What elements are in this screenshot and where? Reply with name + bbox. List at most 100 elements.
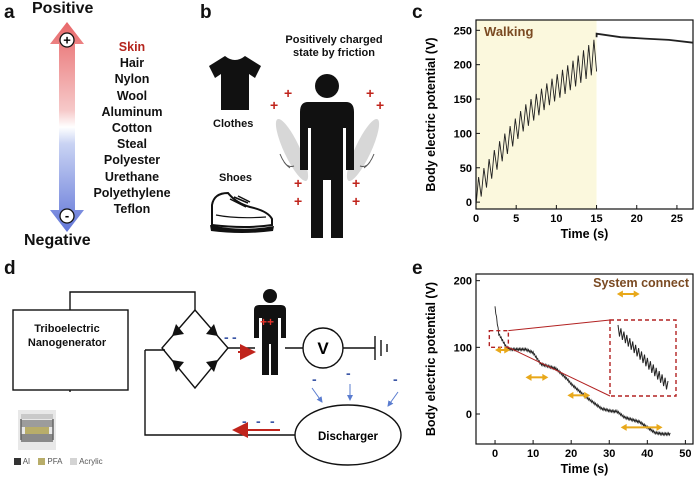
plus-charge: +	[270, 97, 278, 113]
plus-charge: +	[376, 97, 384, 113]
zoom-inset-series-line	[617, 324, 669, 390]
negative-label: Negative	[24, 232, 91, 249]
interval-arrowhead	[620, 423, 627, 431]
panel-label-e: e	[412, 258, 423, 279]
material-item: Nylon	[114, 72, 150, 87]
charged-person-figure: + + + + + + + +	[270, 74, 384, 238]
electron-symbol: -	[312, 371, 317, 387]
walking-series-line	[475, 39, 598, 206]
material-item: Cotton	[111, 121, 153, 136]
x-axis-label: Time (s)	[561, 227, 609, 241]
panel-label-d: d	[4, 258, 16, 279]
y-axis-label: Body electric potential (V)	[424, 37, 438, 191]
electron-symbol: -	[270, 413, 275, 429]
x-tick-label: 0	[492, 448, 498, 460]
x-tick-label: 50	[679, 448, 691, 460]
positive-label: Positive	[32, 0, 94, 17]
material-item: Polyethylene	[93, 185, 171, 200]
system-connect-chart: 0 10 20 30 40 50 0 100 200 Time (s) Body electric …	[424, 273, 694, 476]
material-item: Skin	[118, 40, 146, 54]
material-item: Aluminum	[101, 104, 163, 119]
plus-charge: +	[366, 85, 374, 101]
tshirt-icon	[209, 56, 261, 110]
zoom-connector-line	[508, 346, 611, 397]
panel-label-a: a	[4, 2, 15, 23]
discharger-label: Discharger	[318, 431, 379, 443]
electron-symbol: -	[346, 365, 351, 381]
material-item: Polyester	[103, 153, 161, 168]
system-connect-annotation: System connect	[593, 276, 690, 290]
shoes-label: Shoes	[219, 172, 253, 184]
plus-charge: +	[294, 175, 302, 191]
panel-label-c: c	[412, 2, 423, 23]
y-tick-label: 100	[454, 342, 472, 354]
y-tick-label: 50	[460, 163, 472, 175]
interval-arrowhead	[542, 373, 549, 381]
walking-annotation: Walking	[484, 24, 533, 39]
after-walking-series-line	[595, 32, 694, 44]
legend-item: Acrylic	[79, 457, 103, 466]
diode	[206, 360, 218, 372]
walking-highlight-region	[476, 20, 597, 209]
interval-arrowhead	[504, 346, 511, 354]
x-tick-label: 5	[513, 213, 519, 225]
plus-charge: +	[284, 85, 292, 101]
minus-symbol: -	[65, 208, 69, 223]
ground-symbol	[343, 336, 388, 360]
interval-arrowhead	[616, 290, 623, 298]
x-tick-label: 40	[641, 448, 653, 460]
interval-arrowhead	[495, 346, 502, 354]
triboelectric-series-list: Skin Hair Nylon Wool Aluminum Cotton Ste…	[85, 39, 179, 217]
y-tick-label: 100	[454, 128, 472, 140]
circuit-diagram: ++ - - - - - - - - V Discharger	[12, 289, 402, 466]
plus-charge: ++	[260, 315, 274, 329]
plus-charge: +	[294, 193, 302, 209]
interval-arrowhead	[633, 290, 640, 298]
material-item: Hair	[119, 56, 145, 71]
material-legend: Al PFA Acrylic	[14, 457, 103, 466]
material-item: Urethane	[104, 169, 160, 184]
x-tick-label: 25	[671, 213, 683, 225]
plus-charge: +	[352, 193, 360, 209]
tng-label: Triboelectric Nanogenerator	[27, 323, 107, 349]
y-axis-label: Body electric potential (V)	[424, 282, 438, 436]
acrylic-swatch	[70, 458, 78, 466]
plus-circle	[59, 32, 75, 48]
electron-symbol: -	[256, 413, 261, 429]
shoe-icon	[210, 191, 274, 233]
y-tick-label: 0	[466, 197, 472, 209]
electron-symbol: -	[224, 329, 229, 345]
zoom-source-box	[488, 329, 510, 349]
plot-frame	[475, 19, 694, 210]
clothes-label: Clothes	[213, 118, 254, 130]
material-item: Teflon	[113, 202, 151, 217]
person-figure: ++	[254, 289, 286, 375]
electron-symbol: -	[393, 371, 398, 387]
panel-label-b: b	[200, 2, 212, 23]
interval-arrowhead	[584, 391, 591, 399]
x-tick-label: 15	[590, 213, 602, 225]
plus-symbol: +	[63, 33, 71, 48]
charge-arrow	[311, 387, 323, 403]
y-tick-label: 250	[454, 25, 472, 37]
y-tick-label: 0	[466, 409, 472, 421]
x-tick-label: 20	[631, 213, 643, 225]
pfa-swatch	[38, 458, 46, 466]
x-tick-label: 0	[473, 213, 479, 225]
voltmeter-label: V	[317, 339, 329, 358]
diode	[172, 360, 184, 372]
x-axis-label: Time (s)	[561, 462, 609, 476]
wire	[69, 291, 196, 310]
x-tick-label: 30	[603, 448, 615, 460]
zoom-connector-line	[508, 319, 611, 332]
y-tick-label: 200	[454, 276, 472, 288]
diode	[172, 324, 184, 336]
x-tick-label: 20	[565, 448, 577, 460]
legend-item: PFA	[47, 457, 63, 466]
discharger-ellipse	[294, 404, 402, 466]
electron-symbol: -	[232, 329, 237, 345]
plus-charge: +	[352, 175, 360, 191]
y-tick-label: 200	[454, 60, 472, 72]
friction-caption: Positively charged state by friction	[285, 34, 383, 59]
